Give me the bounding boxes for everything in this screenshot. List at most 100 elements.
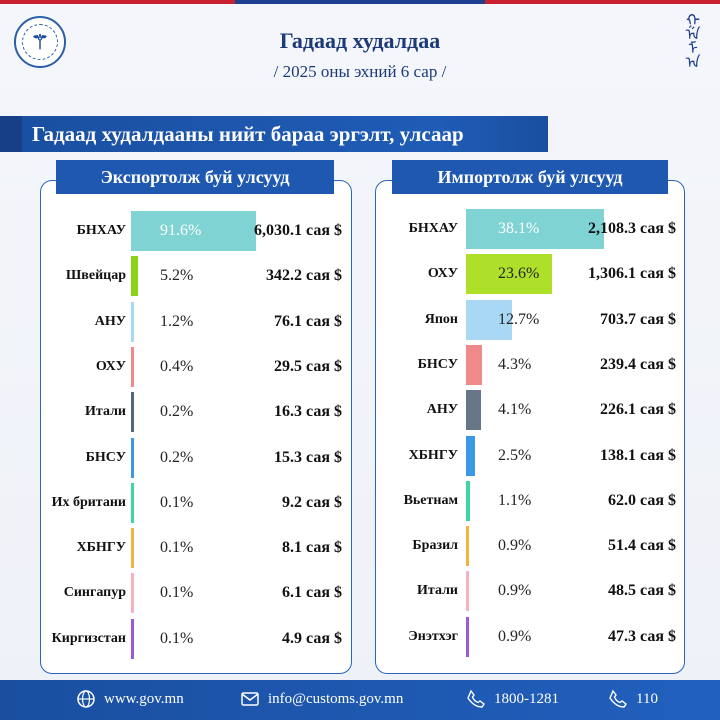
trade-value: 239.4 сая $ <box>600 355 676 373</box>
footer-phone2[interactable]: 110 <box>608 689 658 709</box>
share-percent: 0.1% <box>160 584 194 602</box>
import-row: БНХАУ 38.1% 2,108.3 сая $ <box>0 209 720 249</box>
country-label: Швейцар <box>65 268 126 284</box>
share-bar <box>131 301 134 342</box>
country-label: Вьетнам <box>403 492 458 508</box>
share-percent: 0.1% <box>160 629 194 647</box>
country-label: Киргизстан <box>51 630 126 646</box>
trade-value: 48.5 сая $ <box>608 582 676 600</box>
trade-value: 4.9 сая $ <box>282 629 342 647</box>
share-bar <box>131 256 139 297</box>
footer-email[interactable]: info@customs.gov.mn <box>240 689 403 709</box>
share-percent: 0.9% <box>498 537 532 555</box>
export-row: ОХУ 0.4% 29.5 сая $ <box>0 346 720 387</box>
share-percent: 0.9% <box>498 627 532 645</box>
export-row: Итали 0.2% 16.3 сая $ <box>0 392 720 433</box>
country-label: ХБНГУ <box>76 540 126 556</box>
trade-value: 16.3 сая $ <box>274 403 342 421</box>
country-label: ОХУ <box>95 358 126 374</box>
trade-value: 9.2 сая $ <box>282 493 342 511</box>
import-row: ОХУ 23.6% 1,306.1 сая $ <box>0 254 720 295</box>
share-bar <box>131 346 134 387</box>
share-percent: 0.9% <box>498 582 532 600</box>
export-row: Швейцар 5.2% 342.2 сая $ <box>0 256 720 297</box>
share-bar <box>131 211 256 251</box>
share-percent: 12.7% <box>498 310 540 328</box>
trade-value: 62.0 сая $ <box>608 491 676 509</box>
import-row: АНУ 4.1% 226.1 сая $ <box>0 390 720 431</box>
share-percent: 91.6% <box>160 222 202 239</box>
website-text: www.gov.mn <box>104 690 184 707</box>
share-bar <box>466 299 513 340</box>
trade-value: 47.3 сая $ <box>608 627 676 645</box>
trade-value: 51.4 сая $ <box>608 537 676 555</box>
share-percent: 23.6% <box>498 265 540 283</box>
country-label: АНУ <box>94 313 126 329</box>
export-row: Их британи 0.1% 9.2 сая $ <box>0 482 720 523</box>
globe-icon <box>77 690 95 708</box>
trade-value: 138.1 сая $ <box>600 446 676 464</box>
trade-value: 8.1 сая $ <box>282 539 342 557</box>
import-row: Бразил 0.9% 51.4 сая $ <box>0 526 720 567</box>
country-label: БНСУ <box>417 356 458 372</box>
share-bar <box>466 344 482 385</box>
import-row: БНСУ 4.3% 239.4 сая $ <box>0 344 720 385</box>
import-row: Вьетнам 1.1% 62.0 сая $ <box>0 480 720 521</box>
export-row: БНХАУ 91.6% 6,030.1 сая $ <box>0 211 720 251</box>
import-row: Энэтхэг 0.9% 47.3 сая $ <box>0 616 720 657</box>
share-bar <box>131 618 134 659</box>
top-stripe-red-right <box>485 0 720 4</box>
export-row: ХБНГУ 0.1% 8.1 сая $ <box>0 528 720 569</box>
country-label: Бразил <box>412 538 458 554</box>
share-bar <box>131 573 134 614</box>
export-heading: Экспортолж буй улсууд <box>56 160 334 194</box>
share-bar <box>466 390 481 431</box>
footer-website[interactable]: www.gov.mn <box>76 689 184 709</box>
country-label: БНХАУ <box>408 221 458 236</box>
country-label: Энэтхэг <box>408 628 458 644</box>
share-bar <box>466 571 470 612</box>
page-subtitle: / 2025 оны эхний 6 сар / <box>273 62 447 81</box>
caduceus-icon: ⚚ <box>22 24 58 60</box>
export-row: БНСУ 0.2% 15.3 сая $ <box>0 437 720 478</box>
phone-icon <box>467 689 485 708</box>
import-row: Япон 12.7% 703.7 сая $ <box>0 299 720 340</box>
share-percent: 0.4% <box>160 357 194 375</box>
country-label: ХБНГУ <box>408 447 458 463</box>
trade-value: 226.1 сая $ <box>600 401 676 419</box>
country-label: АНУ <box>426 402 458 418</box>
share-percent: 1.2% <box>160 312 194 330</box>
share-bar <box>131 392 134 433</box>
import-row: ХБНГУ 2.5% 138.1 сая $ <box>0 435 720 476</box>
export-row: Киргизстан 0.1% 4.9 сая $ <box>0 618 720 659</box>
trade-value: 1,306.1 сая $ <box>588 265 676 283</box>
trade-value: 2,108.3 сая $ <box>588 220 676 237</box>
footer-phone1[interactable]: 1800-1281 <box>466 689 559 709</box>
share-bar <box>466 616 470 657</box>
share-percent: 1.1% <box>498 491 532 509</box>
page-title: Гадаад худалдаа <box>279 28 441 53</box>
share-percent: 38.1% <box>498 220 540 237</box>
country-label: Их британи <box>51 494 126 510</box>
share-bar <box>466 209 605 249</box>
country-label: БНСУ <box>85 449 126 465</box>
country-label: Итали <box>85 404 126 420</box>
share-percent: 2.5% <box>498 446 532 464</box>
import-heading: Импортолж буй улсууд <box>392 160 668 194</box>
top-stripe-blue <box>235 0 485 4</box>
country-label: Япон <box>424 311 458 327</box>
trade-value: 342.2 сая $ <box>266 267 342 285</box>
share-bar <box>466 435 476 476</box>
share-bar <box>466 526 470 567</box>
share-bar <box>131 437 134 478</box>
share-percent: 0.1% <box>160 493 194 511</box>
section-banner: Гадаад худалдааны нийт бараа эргэлт, улс… <box>0 116 548 152</box>
country-label: Сингапур <box>63 585 126 601</box>
country-label: ОХУ <box>427 266 458 282</box>
share-percent: 0.1% <box>160 539 194 557</box>
trade-value: 15.3 сая $ <box>274 448 342 466</box>
export-row: АНУ 1.2% 76.1 сая $ <box>0 301 720 342</box>
share-percent: 4.1% <box>498 401 532 419</box>
customs-logo: ⚚ <box>14 16 66 68</box>
